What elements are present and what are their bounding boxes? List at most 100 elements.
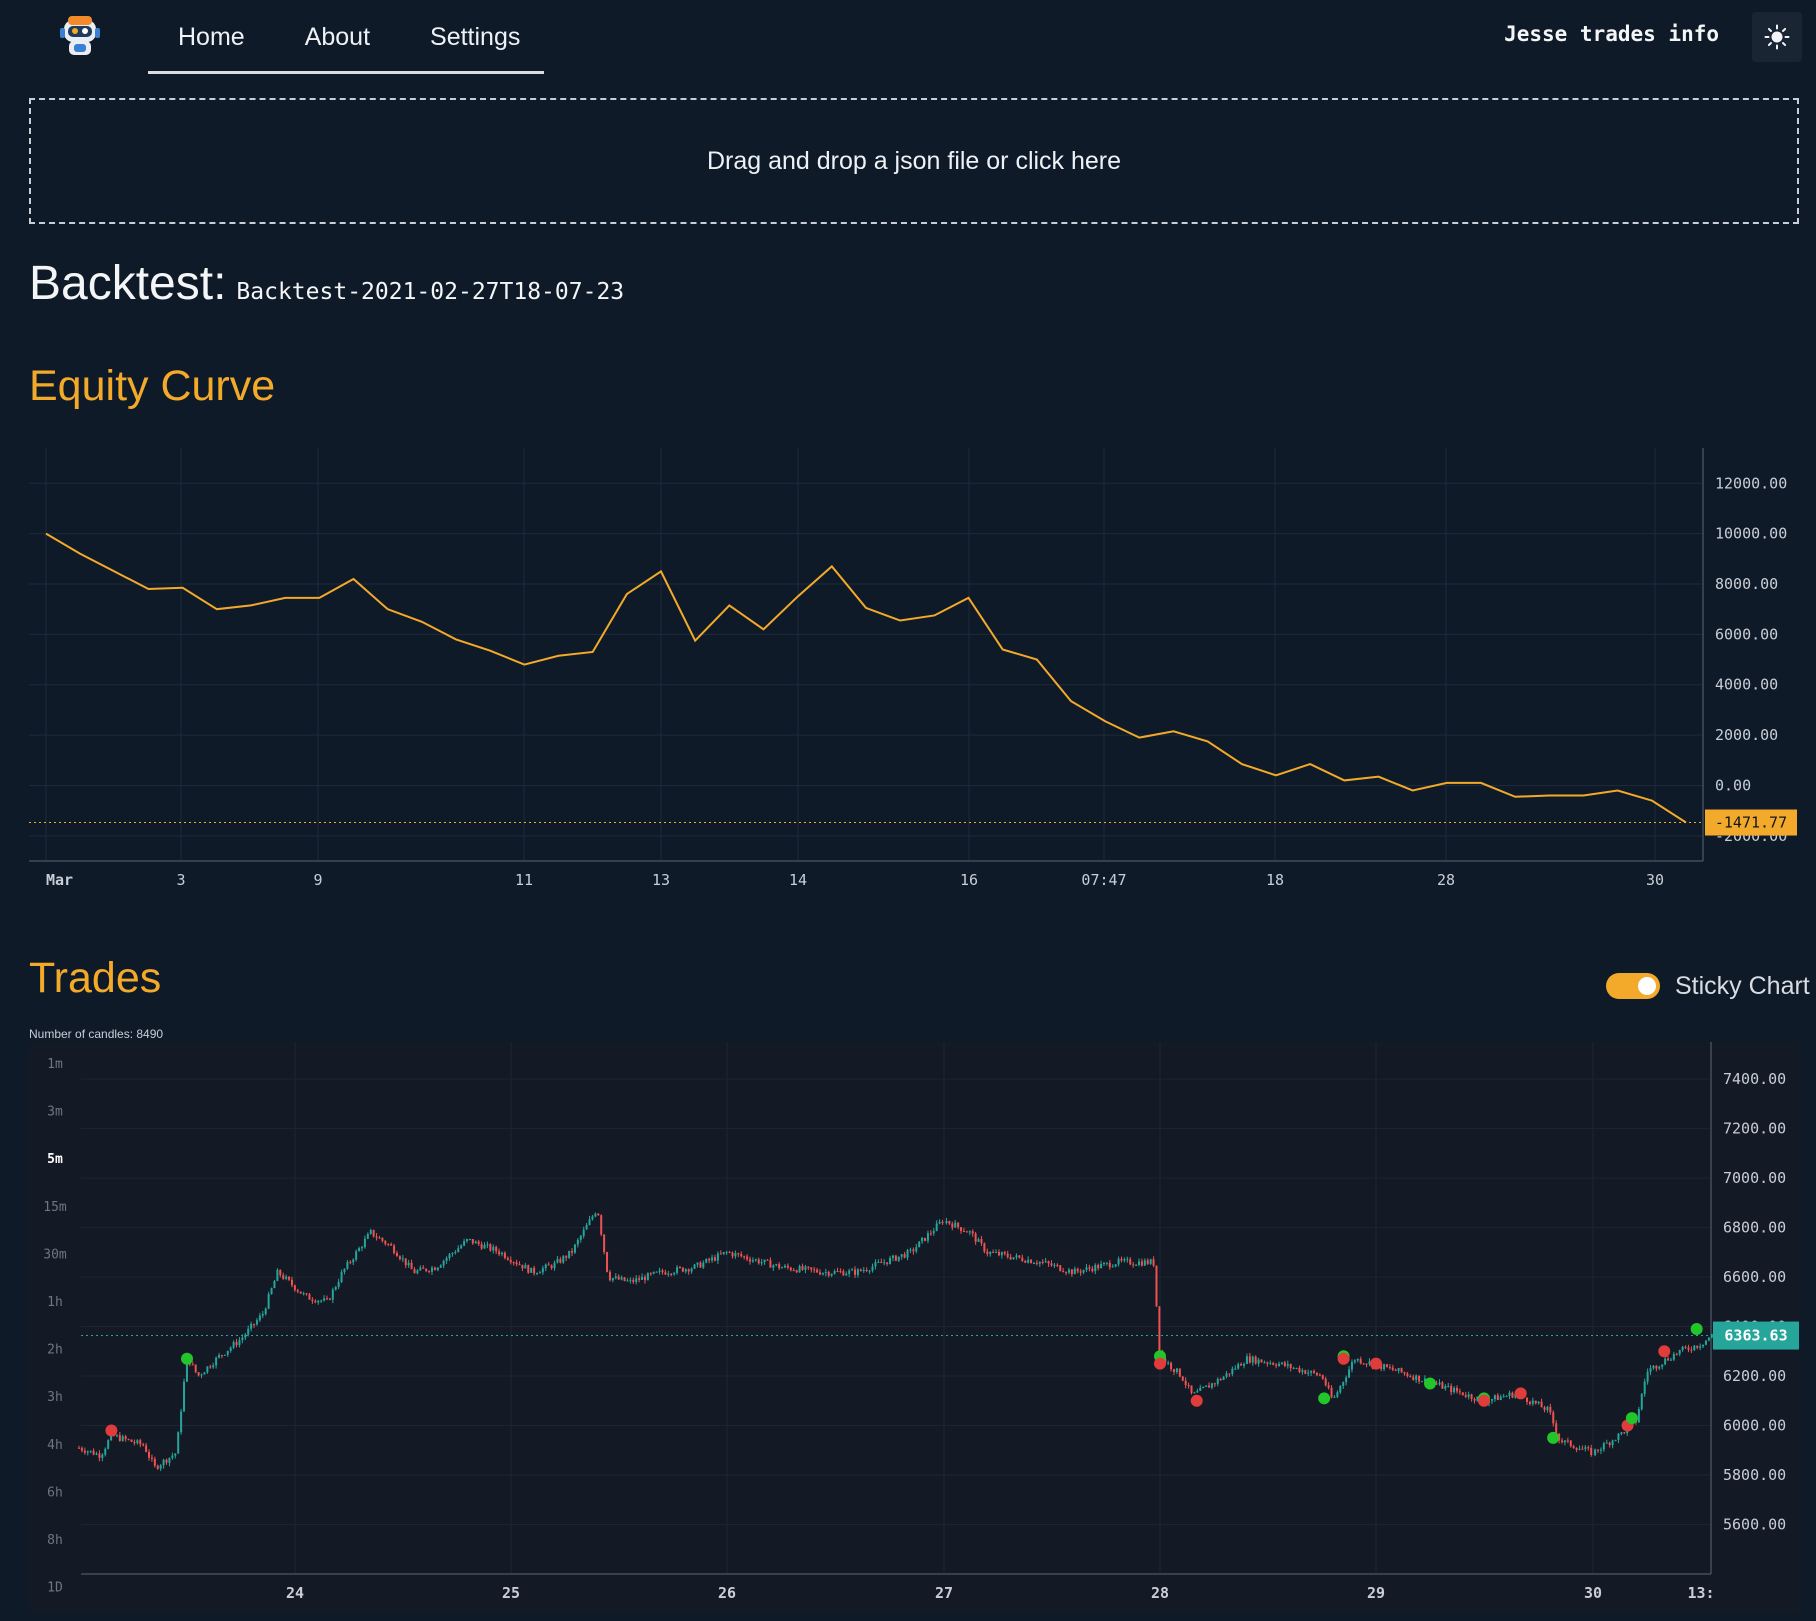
timeframe-4h[interactable]: 4h bbox=[47, 1438, 63, 1453]
candle-body bbox=[1283, 1362, 1286, 1366]
candle-body bbox=[250, 1323, 253, 1329]
candle-body bbox=[492, 1246, 495, 1251]
candle-body bbox=[626, 1280, 629, 1282]
nav-about-link[interactable]: About bbox=[304, 23, 371, 51]
candle-body bbox=[725, 1251, 728, 1253]
candle-body bbox=[766, 1259, 769, 1261]
equity-y-tick-label: 12000.00 bbox=[1715, 474, 1787, 492]
timeframe-1d[interactable]: 1D bbox=[47, 1581, 63, 1596]
candle-body bbox=[1549, 1406, 1552, 1413]
candle-body bbox=[924, 1237, 927, 1241]
candle-body bbox=[1383, 1364, 1386, 1370]
candle-body bbox=[810, 1267, 813, 1270]
candle-body bbox=[471, 1238, 474, 1244]
candle-body bbox=[433, 1267, 436, 1271]
candle-body bbox=[667, 1273, 670, 1275]
candle-body bbox=[623, 1277, 626, 1281]
candle-body bbox=[302, 1293, 305, 1295]
candle-body bbox=[1330, 1387, 1333, 1398]
candle-body bbox=[360, 1247, 363, 1249]
candle-body bbox=[104, 1448, 107, 1455]
candle-body bbox=[1152, 1259, 1155, 1266]
candle-body bbox=[241, 1337, 244, 1341]
json-file-dropzone[interactable]: Drag and drop a json file or click here bbox=[29, 98, 1799, 224]
candle-body bbox=[538, 1272, 541, 1274]
candle-body bbox=[1041, 1261, 1044, 1263]
candle-body bbox=[673, 1272, 676, 1275]
candle-body bbox=[1149, 1259, 1152, 1264]
candle-body bbox=[1056, 1264, 1059, 1266]
candle-body bbox=[989, 1251, 992, 1254]
candle-body bbox=[1476, 1396, 1479, 1401]
candle-body bbox=[372, 1229, 375, 1237]
trades-y-tick-label: 7000.00 bbox=[1723, 1169, 1786, 1187]
candle-body bbox=[1088, 1267, 1091, 1269]
candle-body bbox=[783, 1265, 786, 1268]
candle-body bbox=[804, 1266, 807, 1270]
candle-body bbox=[1108, 1262, 1111, 1268]
timeframe-3h[interactable]: 3h bbox=[47, 1390, 63, 1405]
timeframe-1h[interactable]: 1h bbox=[47, 1295, 63, 1310]
candle-body bbox=[1213, 1383, 1216, 1385]
trades-x-tick-label: 30 bbox=[1584, 1584, 1602, 1602]
candle-body bbox=[871, 1266, 874, 1271]
candle-body bbox=[1350, 1362, 1353, 1370]
candle-body bbox=[1024, 1260, 1027, 1263]
candle-body bbox=[1652, 1365, 1655, 1369]
candle-body bbox=[1345, 1377, 1348, 1383]
timeframe-1m[interactable]: 1m bbox=[47, 1057, 63, 1072]
timeframe-3m[interactable]: 3m bbox=[47, 1105, 63, 1120]
candle-body bbox=[1295, 1367, 1298, 1369]
candle-body bbox=[941, 1221, 944, 1224]
candle-body bbox=[509, 1259, 512, 1263]
trades-candlestick-chart[interactable]: 1m 3m 5m 15m 30m 1h 2h 3h 4h 6h 8h 1D 7400.00 7200.00… bbox=[29, 1042, 1799, 1613]
candle-body bbox=[962, 1231, 965, 1233]
timeframe-5m[interactable]: 5m bbox=[47, 1152, 63, 1167]
short-trade-marker bbox=[1337, 1352, 1350, 1365]
theme-toggle-button[interactable] bbox=[1752, 12, 1802, 62]
candle-body bbox=[968, 1231, 971, 1233]
candle-body bbox=[678, 1267, 681, 1269]
timeframe-8h[interactable]: 8h bbox=[47, 1533, 63, 1548]
candle-body bbox=[813, 1269, 816, 1271]
backtest-heading: Backtest: bbox=[29, 257, 227, 310]
candle-body bbox=[980, 1239, 983, 1244]
candle-body bbox=[921, 1237, 924, 1242]
equity-x-tick-label: 28 bbox=[1437, 871, 1455, 889]
candle-body bbox=[1237, 1363, 1240, 1369]
candle-body bbox=[1397, 1368, 1400, 1371]
jesse-logo-icon[interactable] bbox=[56, 14, 104, 60]
candle-body bbox=[1313, 1370, 1316, 1373]
candle-body bbox=[1321, 1375, 1324, 1379]
nav-settings-link[interactable]: Settings bbox=[430, 23, 521, 51]
candle-body bbox=[480, 1244, 483, 1249]
timeframe-2h[interactable]: 2h bbox=[47, 1343, 63, 1358]
timeframe-6h[interactable]: 6h bbox=[47, 1485, 63, 1500]
timeframe-15m[interactable]: 15m bbox=[43, 1200, 67, 1215]
candle-body bbox=[1368, 1361, 1371, 1365]
candle-body bbox=[101, 1454, 104, 1458]
candle-body bbox=[974, 1233, 977, 1242]
candle-body bbox=[789, 1267, 792, 1271]
candle-body bbox=[775, 1264, 778, 1266]
nav-home-link[interactable]: Home bbox=[178, 23, 245, 51]
candle-body bbox=[343, 1268, 346, 1272]
candle-body bbox=[1143, 1260, 1146, 1266]
timeframe-30m[interactable]: 30m bbox=[43, 1247, 67, 1262]
candle-body bbox=[127, 1439, 130, 1441]
candle-body bbox=[1038, 1261, 1041, 1264]
candle-body bbox=[1047, 1261, 1050, 1264]
sticky-chart-toggle[interactable] bbox=[1606, 973, 1660, 999]
candle-body bbox=[909, 1249, 912, 1251]
candle-body bbox=[1473, 1398, 1476, 1401]
candle-body bbox=[830, 1273, 833, 1276]
candle-body bbox=[1464, 1395, 1467, 1397]
candle-body bbox=[1602, 1443, 1605, 1450]
candle-body bbox=[951, 1223, 954, 1228]
equity-curve-chart[interactable]: 12000.00 10000.00 8000.00 6000.00 4000.00 200… bbox=[29, 448, 1799, 908]
candle-body bbox=[986, 1251, 989, 1254]
candle-body bbox=[795, 1270, 798, 1273]
candle-body bbox=[442, 1260, 445, 1266]
candle-body bbox=[477, 1241, 480, 1245]
candle-body bbox=[696, 1262, 699, 1265]
